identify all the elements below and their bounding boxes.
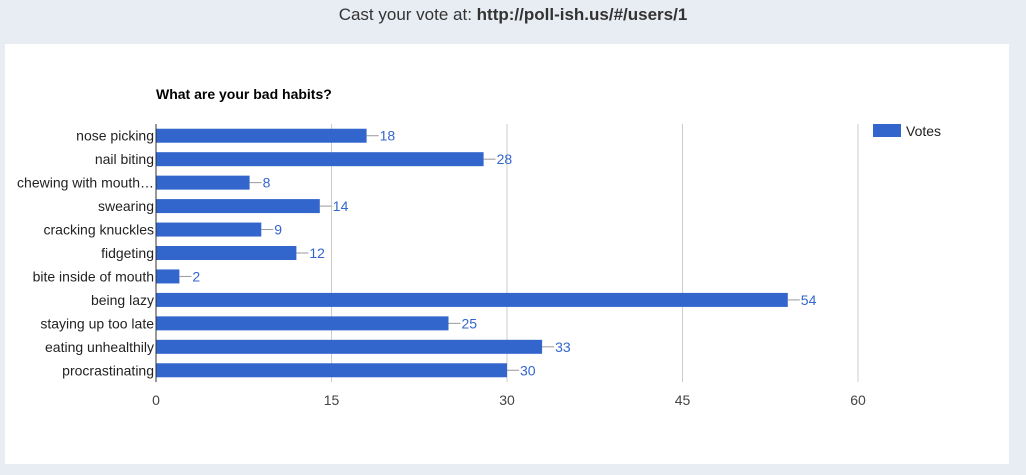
bar <box>156 222 262 237</box>
bar <box>156 199 320 214</box>
category-label: chewing with mouth… <box>17 175 154 191</box>
x-tick-label: 60 <box>850 392 866 408</box>
x-tick-label: 0 <box>152 392 160 408</box>
chart-card: What are your bad habits? 0 15 30 45 60 nose p… <box>5 44 1009 464</box>
poll-url-link[interactable]: http://poll-ish.us/#/users/1 <box>476 5 688 24</box>
header-prefix: Cast your vote at: <box>338 5 477 24</box>
bar <box>156 269 180 284</box>
category-label: cracking knuckles <box>44 222 155 238</box>
data-label: 8 <box>263 175 271 191</box>
data-label: 30 <box>520 362 536 378</box>
data-label: 14 <box>333 198 349 214</box>
category-label: bite inside of mouth <box>33 268 154 284</box>
bar <box>156 175 250 190</box>
x-tick-label: 15 <box>324 392 340 408</box>
bar <box>156 292 788 307</box>
bar <box>156 363 507 378</box>
data-label: 12 <box>309 245 325 261</box>
bar <box>156 246 297 260</box>
category-label: nail biting <box>95 151 154 167</box>
x-tick-label: 45 <box>675 392 691 408</box>
poll-header: Cast your vote at: http://poll-ish.us/#/… <box>0 0 1026 34</box>
x-tick-label: 30 <box>499 392 515 408</box>
data-label: 28 <box>497 151 513 167</box>
data-label: 33 <box>555 339 571 355</box>
data-label: 18 <box>380 128 396 144</box>
data-label: 9 <box>274 222 282 238</box>
chart-title: What are your bad habits? <box>156 86 332 102</box>
bar-chart: What are your bad habits? 0 15 30 45 60 nose p… <box>17 86 941 408</box>
category-label: fidgeting <box>101 245 154 261</box>
bar <box>156 339 543 354</box>
legend-swatch <box>873 124 901 137</box>
bar <box>156 316 449 331</box>
data-label: 2 <box>192 268 200 284</box>
bar <box>156 128 367 143</box>
bar <box>156 152 484 167</box>
data-label: 25 <box>462 315 478 331</box>
category-label: being lazy <box>91 292 154 308</box>
category-label: procrastinating <box>62 362 154 378</box>
category-label: staying up too late <box>40 315 154 331</box>
category-label: nose picking <box>76 128 154 144</box>
category-label: swearing <box>98 198 154 214</box>
data-label: 54 <box>801 292 817 308</box>
legend-label: Votes <box>906 123 941 139</box>
category-label: eating unhealthily <box>45 339 154 355</box>
